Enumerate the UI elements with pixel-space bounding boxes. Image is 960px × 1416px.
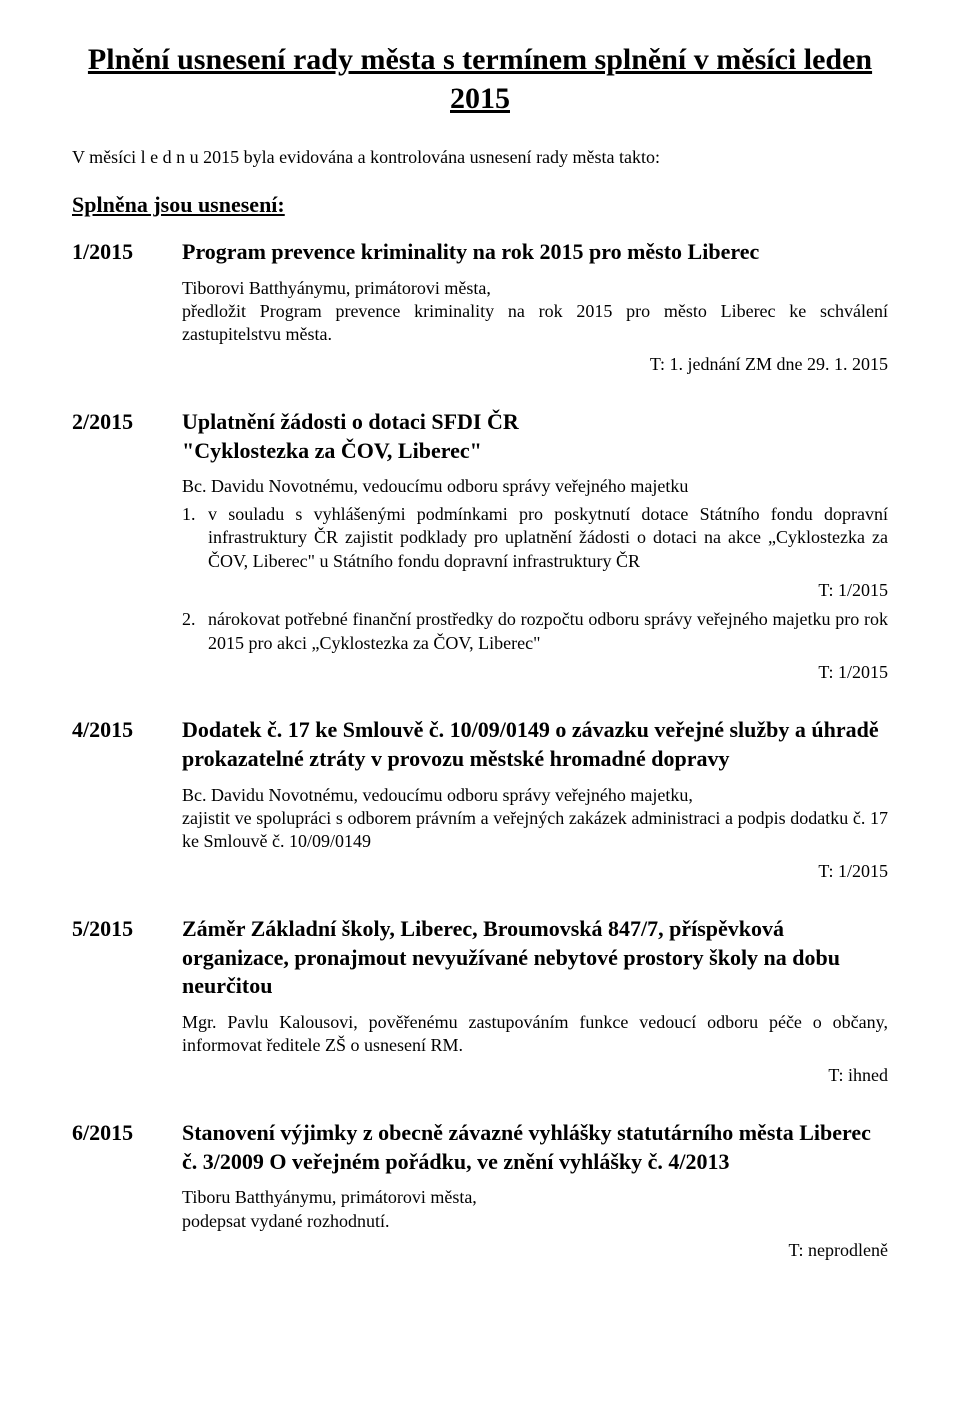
- resolution-body: Stanovení výjimky z obecně závazné vyhlá…: [182, 1119, 888, 1268]
- deadline: T: 1/2015: [182, 579, 888, 602]
- document-title: Plnění usnesení rady města s termínem sp…: [72, 40, 888, 118]
- resolution-title: Stanovení výjimky z obecně závazné vyhlá…: [182, 1119, 888, 1176]
- resolution-title: Dodatek č. 17 ke Smlouvě č. 10/09/0149 o…: [182, 716, 888, 773]
- resolution-text: Tiborovi Batthyánymu, primátorovi města,: [182, 277, 888, 300]
- resolution-body: Program prevence kriminality na rok 2015…: [182, 238, 888, 382]
- resolution-title: Uplatnění žádosti o dotaci SFDI ČR "Cykl…: [182, 408, 888, 465]
- numbered-item: 1. v souladu s vyhlášenými podmínkami pr…: [182, 503, 888, 573]
- resolution: 6/2015 Stanovení výjimky z obecně závazn…: [72, 1119, 888, 1268]
- resolution-text: zajistit ve spolupráci s odborem právním…: [182, 807, 888, 854]
- resolution-title: Program prevence kriminality na rok 2015…: [182, 238, 888, 267]
- item-text: v souladu s vyhlášenými podmínkami pro p…: [208, 503, 888, 573]
- resolution-text: Tiboru Batthyánymu, primátorovi města,: [182, 1186, 888, 1209]
- deadline: T: neprodleně: [182, 1239, 888, 1262]
- resolution-body: Záměr Základní školy, Liberec, Broumovsk…: [182, 915, 888, 1093]
- deadline: T: 1. jednání ZM dne 29. 1. 2015: [182, 353, 888, 376]
- item-number: 1.: [182, 503, 208, 573]
- resolution-body: Uplatnění žádosti o dotaci SFDI ČR "Cykl…: [182, 408, 888, 690]
- resolution-body: Dodatek č. 17 ke Smlouvě č. 10/09/0149 o…: [182, 716, 888, 889]
- resolution: 4/2015 Dodatek č. 17 ke Smlouvě č. 10/09…: [72, 716, 888, 889]
- resolution: 2/2015 Uplatnění žádosti o dotaci SFDI Č…: [72, 408, 888, 690]
- resolution-number: 5/2015: [72, 915, 182, 1093]
- resolution: 5/2015 Záměr Základní školy, Liberec, Br…: [72, 915, 888, 1093]
- numbered-item: 2. nárokovat potřebné finanční prostředk…: [182, 608, 888, 655]
- resolution-text: podepsat vydané rozhodnutí.: [182, 1210, 888, 1233]
- deadline: T: 1/2015: [182, 860, 888, 883]
- resolution-number: 1/2015: [72, 238, 182, 382]
- resolution-number: 4/2015: [72, 716, 182, 889]
- deadline: T: ihned: [182, 1064, 888, 1087]
- item-text: nárokovat potřebné finanční prostředky d…: [208, 608, 888, 655]
- resolution-text: předložit Program prevence kriminality n…: [182, 300, 888, 347]
- section-heading: Splněna jsou usnesení:: [72, 191, 888, 220]
- resolution-title: Záměr Základní školy, Liberec, Broumovsk…: [182, 915, 888, 1001]
- item-number: 2.: [182, 608, 208, 655]
- resolution-text: Bc. Davidu Novotnému, vedoucímu odboru s…: [182, 784, 888, 807]
- resolution-number: 2/2015: [72, 408, 182, 690]
- resolution: 1/2015 Program prevence kriminality na r…: [72, 238, 888, 382]
- resolution-text: Bc. Davidu Novotnému, vedoucímu odboru s…: [182, 475, 888, 498]
- resolution-text: Mgr. Pavlu Kalousovi, pověřenému zastupo…: [182, 1011, 888, 1058]
- resolution-number: 6/2015: [72, 1119, 182, 1268]
- deadline: T: 1/2015: [182, 661, 888, 684]
- intro-text: V měsíci l e d n u 2015 byla evidována a…: [72, 146, 888, 169]
